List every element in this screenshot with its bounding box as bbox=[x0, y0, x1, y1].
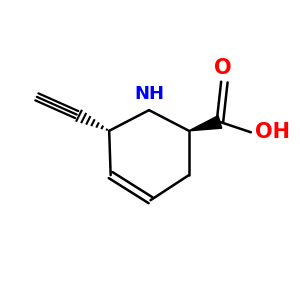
Polygon shape bbox=[189, 116, 222, 131]
Text: NH: NH bbox=[134, 85, 164, 103]
Text: OH: OH bbox=[255, 122, 290, 142]
Text: O: O bbox=[214, 58, 232, 78]
